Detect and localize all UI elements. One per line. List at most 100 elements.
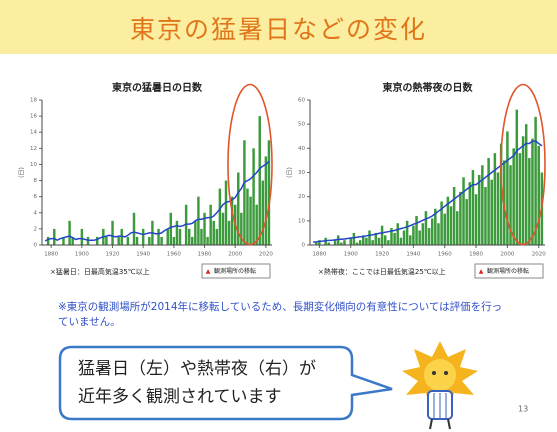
bar xyxy=(418,230,421,245)
bar xyxy=(187,228,191,245)
bar xyxy=(343,240,346,245)
bar xyxy=(249,196,252,245)
x-tick-label: 1940 xyxy=(136,252,150,258)
bar xyxy=(160,236,163,245)
bar xyxy=(434,208,437,245)
bar xyxy=(512,148,515,245)
title-banner xyxy=(0,0,557,54)
bar xyxy=(402,230,406,245)
bar xyxy=(437,223,440,245)
bar xyxy=(358,240,362,245)
y-tick-label: 60 xyxy=(298,98,305,104)
bar xyxy=(169,212,173,245)
bar xyxy=(374,232,378,245)
bar xyxy=(459,191,462,245)
y-tick-label: 10 xyxy=(298,218,305,224)
bar xyxy=(209,204,212,245)
bar xyxy=(172,236,176,245)
x-tick-label: 1980 xyxy=(198,252,212,258)
bar xyxy=(336,235,340,245)
bar xyxy=(534,116,537,246)
bar xyxy=(105,236,108,245)
y-tick-label: 50 xyxy=(298,122,305,128)
definition-note: ×熱帯夜：ここでは日最低気温25℃以上 xyxy=(318,267,446,276)
bar xyxy=(383,235,387,245)
bar xyxy=(452,187,456,245)
bar xyxy=(531,138,534,245)
slide-title: 東京の猛暑日などの変化 xyxy=(129,15,427,44)
x-tick-label: 1940 xyxy=(406,252,420,258)
bar xyxy=(481,165,484,245)
bar xyxy=(62,236,65,245)
bar xyxy=(484,187,487,245)
bar xyxy=(148,236,151,245)
y-tick-label: 4 xyxy=(34,210,38,216)
bar xyxy=(490,179,493,245)
bar xyxy=(224,180,228,245)
charts: 東京の猛暑日の日数 (日) 0 2 4 6 8 10 12 14 16 18 1880 1900 1920 1… xyxy=(19,81,546,279)
y-axis-label: (日) xyxy=(287,167,294,178)
bubble-text: 猛暑日（左）や熱帯夜（右）が xyxy=(78,359,316,379)
bar xyxy=(387,240,390,245)
bar xyxy=(212,220,215,245)
y-axis-label: (日) xyxy=(19,167,26,178)
bar xyxy=(446,196,450,245)
bar xyxy=(237,172,240,245)
bar xyxy=(215,228,219,245)
bar xyxy=(120,228,123,245)
bar xyxy=(362,235,365,245)
y-tick-label: 0 xyxy=(34,243,38,249)
bar xyxy=(95,236,99,245)
bar xyxy=(499,143,503,245)
x-tick-label: 1900 xyxy=(75,252,89,258)
y-tick-label: 18 xyxy=(30,98,37,104)
bar xyxy=(474,194,478,245)
bar xyxy=(157,228,160,245)
bar xyxy=(443,213,446,245)
bar xyxy=(240,212,243,245)
bar xyxy=(528,158,531,245)
bar xyxy=(327,242,331,245)
x-tick-label: 1880 xyxy=(312,252,326,258)
bar xyxy=(267,140,271,245)
x-tick-label: 1880 xyxy=(44,252,58,258)
definition-note: ×猛暑日：日最高気温35℃以上 xyxy=(50,267,150,276)
bar xyxy=(206,236,209,245)
legend-label: 観測場所の移転 xyxy=(214,267,256,275)
speech-bubble xyxy=(58,345,393,421)
bar xyxy=(396,223,399,245)
chart-title: 東京の熱帯夜の日数 xyxy=(383,81,474,94)
bar xyxy=(243,140,246,245)
legend-label: 観測場所の移転 xyxy=(487,267,529,275)
y-tick-label: 10 xyxy=(30,162,37,168)
y-tick-label: 8 xyxy=(34,178,38,184)
bar xyxy=(405,220,409,245)
bar xyxy=(340,242,343,245)
bar xyxy=(409,235,412,245)
bar xyxy=(518,153,522,245)
x-tick-label: 1920 xyxy=(106,252,120,258)
bar xyxy=(246,188,249,245)
y-tick-label: 40 xyxy=(298,146,305,152)
bar xyxy=(46,236,50,245)
caution-note: ※東京の観測場所が2014年に移転しているため、長期変化傾向の有意性については評… xyxy=(58,301,503,328)
bar xyxy=(252,148,255,245)
y-tick-label: 14 xyxy=(30,130,37,136)
bar xyxy=(371,240,374,245)
bar xyxy=(368,230,371,245)
bar xyxy=(471,170,475,245)
y-tick-label: 30 xyxy=(298,170,305,176)
bar xyxy=(197,196,200,245)
y-tick-label: 20 xyxy=(298,194,305,200)
bar xyxy=(53,228,56,245)
bar xyxy=(117,236,120,245)
bar xyxy=(390,228,393,245)
highlight-ellipse xyxy=(500,83,546,246)
bar xyxy=(380,225,384,245)
bar xyxy=(203,212,206,245)
x-tick-label: 1900 xyxy=(344,252,358,258)
page-number: 13 xyxy=(518,405,528,414)
x-tick-label: 1920 xyxy=(375,252,389,258)
bar xyxy=(71,236,74,245)
bar xyxy=(221,212,225,245)
